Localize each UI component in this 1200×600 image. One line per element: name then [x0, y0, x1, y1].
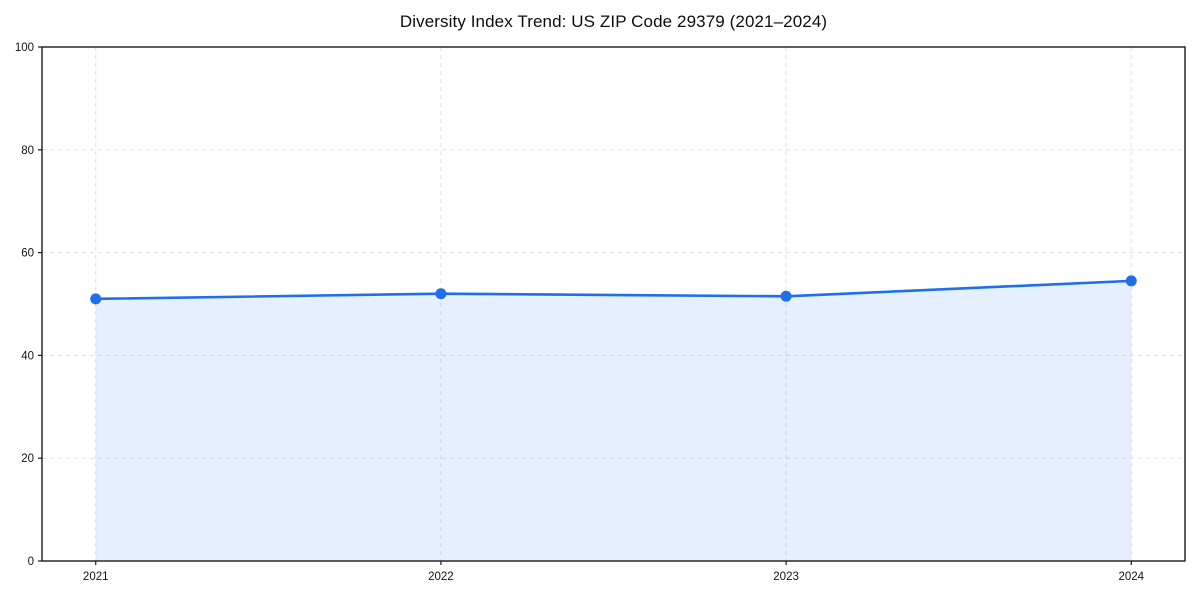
- data-point-marker: [90, 293, 102, 305]
- series-line: [94, 279, 1133, 301]
- y-tick-label: 0: [28, 556, 34, 568]
- data-point-marker: [1125, 275, 1137, 287]
- x-tick-label: 2021: [83, 571, 109, 583]
- data-point-marker: [780, 290, 792, 302]
- data-point-marker: [435, 288, 447, 300]
- x-tick-label: 2023: [773, 571, 799, 583]
- chart-title: Diversity Index Trend: US ZIP Code 29379…: [399, 12, 828, 31]
- y-tick-label: 60: [21, 248, 34, 260]
- y-tick-label: 40: [21, 350, 34, 362]
- plot-border: [41, 46, 1186, 562]
- y-tick-label: 80: [21, 145, 34, 157]
- y-tick-label: 20: [21, 453, 34, 465]
- x-tick-label: 2024: [1118, 571, 1144, 583]
- series-area-fill: [95, 280, 1132, 561]
- x-tick-label: 2022: [428, 571, 454, 583]
- y-tick-label: 100: [15, 42, 34, 54]
